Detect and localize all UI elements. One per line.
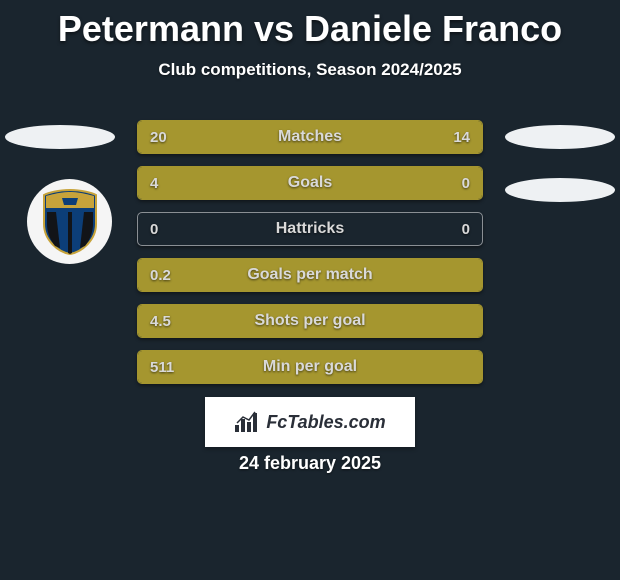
stat-row: 511Min per goal [137, 350, 483, 384]
stat-label: Matches [138, 121, 482, 153]
stat-row: 40Goals [137, 166, 483, 200]
stat-label: Min per goal [138, 351, 482, 383]
decorative-oval [5, 125, 115, 149]
decorative-oval [505, 178, 615, 202]
stat-label: Goals per match [138, 259, 482, 291]
fctables-label: FcTables.com [266, 412, 385, 433]
stat-row: 4.5Shots per goal [137, 304, 483, 338]
date-label: 24 february 2025 [0, 453, 620, 474]
bars-icon [234, 411, 260, 433]
stat-label: Goals [138, 167, 482, 199]
club-badge-left [27, 179, 112, 264]
stats-bars: 2014Matches 40Goals 00Hattricks 0.2Goals pe… [137, 120, 483, 396]
stat-label: Shots per goal [138, 305, 482, 337]
stat-row: 0.2Goals per match [137, 258, 483, 292]
subtitle: Club competitions, Season 2024/2025 [0, 60, 620, 80]
fctables-watermark: FcTables.com [205, 397, 415, 447]
stat-row: 2014Matches [137, 120, 483, 154]
stat-row: 00Hattricks [137, 212, 483, 246]
stat-label: Hattricks [138, 213, 482, 245]
decorative-oval [505, 125, 615, 149]
page-title: Petermann vs Daniele Franco [0, 0, 620, 50]
shield-icon [40, 188, 100, 256]
